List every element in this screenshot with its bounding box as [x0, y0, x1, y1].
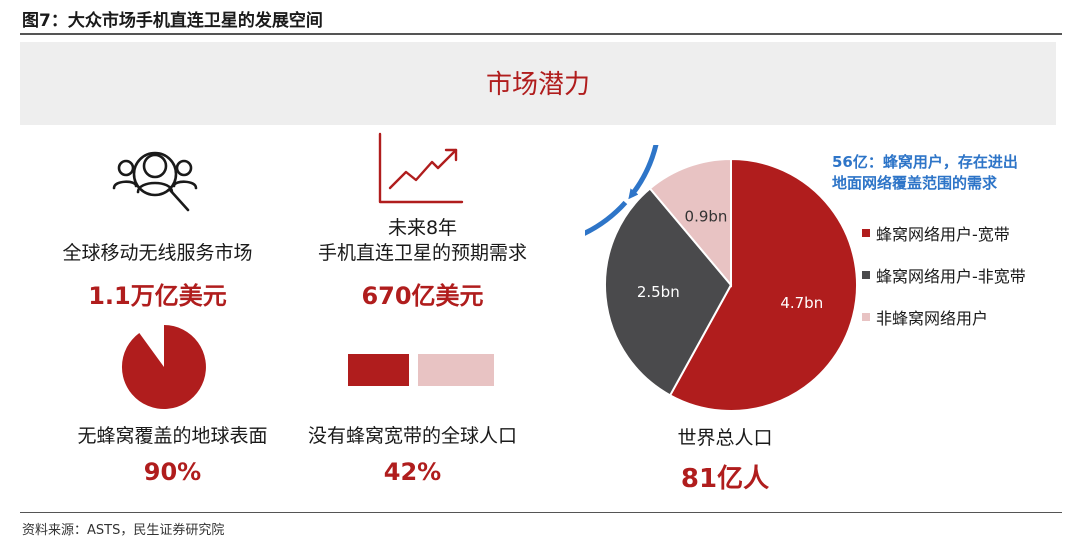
trend-chart-icon — [378, 132, 464, 204]
callout-line2: 地面网络覆盖范围的需求 — [832, 174, 998, 192]
pie-slice-broadband — [668, 157, 858, 412]
bottom-divider — [20, 512, 1062, 513]
people-search-icon — [112, 151, 198, 212]
metric-coverage-label: 无蜂窝覆盖的地球表面 — [77, 425, 268, 447]
top-divider — [20, 33, 1062, 35]
metric-population-value: 42% — [383, 458, 442, 486]
legend-label-non-cellular: 非蜂窝网络用户 — [876, 309, 989, 328]
legend-swatch-broadband — [862, 229, 870, 237]
pie-slice-non-broadband-label: 2.5bn — [637, 283, 680, 301]
figure-title: 图7：大众市场手机直连卫星的发展空间 — [22, 11, 323, 31]
legend-label-non-broadband: 蜂窝网络用户-非宽带 — [876, 267, 1026, 286]
population-pie-chart: 4.7bn 2.5bn 0.9bn — [389, 0, 885, 435]
source-note: 资料来源：ASTS，民生证券研究院 — [22, 523, 225, 538]
callout-line1: 56亿：蜂窝用户，存在进出 — [832, 153, 1018, 171]
pie-legend: 蜂窝网络用户-宽带 蜂窝网络用户-非宽带 非蜂窝网络用户 — [862, 222, 1026, 348]
metric-coverage-value: 90% — [143, 458, 202, 486]
legend-item-non-cellular: 非蜂窝网络用户 — [862, 306, 1026, 328]
world-population-label: 世界总人口 — [677, 427, 773, 449]
banner: 市场潜力 — [20, 42, 1056, 125]
metric-demand-value: 670亿美元 — [361, 282, 484, 310]
legend-label-broadband: 蜂窝网络用户-宽带 — [876, 225, 1010, 244]
world-population-value: 81亿人 — [680, 464, 770, 494]
metric-market-value: 1.1万亿美元 — [88, 282, 227, 310]
banner-title: 市场潜力 — [485, 70, 590, 100]
legend-swatch-non-cellular — [862, 313, 870, 321]
metric-demand-label-line1: 未来8年 — [387, 217, 458, 239]
legend-item-non-broadband: 蜂窝网络用户-非宽带 — [862, 264, 1026, 286]
metric-demand-label-line2: 手机直连卫星的预期需求 — [317, 242, 527, 264]
pie-slice-non-broadband — [604, 187, 733, 397]
bar-split-icon — [348, 354, 494, 386]
metric-population-label: 没有蜂窝宽带的全球人口 — [307, 425, 517, 447]
pie-90-percent-icon — [121, 325, 206, 409]
pie-slice-non-cellular — [648, 157, 732, 288]
pie-slice-non-cellular-label: 0.9bn — [685, 207, 728, 225]
cellular-demand-callout: 56亿：蜂窝用户，存在进出 地面网络覆盖范围的需求 — [832, 152, 1018, 194]
pie-slice-broadband-label: 4.7bn — [780, 294, 823, 312]
legend-item-broadband: 蜂窝网络用户-宽带 — [862, 222, 1026, 244]
metric-market-label: 全球移动无线服务市场 — [62, 242, 253, 264]
legend-swatch-non-broadband — [862, 271, 870, 279]
